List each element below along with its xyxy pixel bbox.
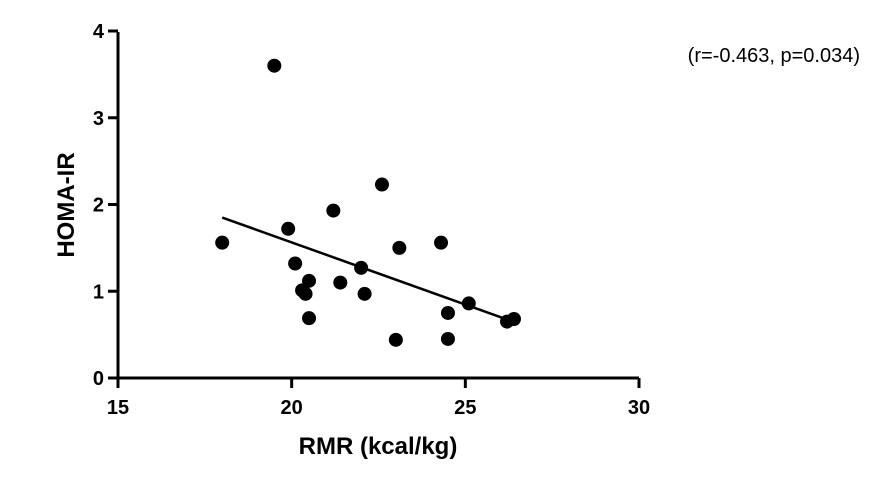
x-tick-label: 25: [454, 397, 476, 419]
x-tick-label: 15: [107, 397, 129, 419]
x-tick-label: 30: [628, 397, 650, 419]
data-point: [388, 332, 403, 347]
correlation-annotation: (r=-0.463, p=0.034): [688, 45, 860, 67]
x-tick-label: 20: [281, 397, 303, 419]
data-point: [267, 58, 282, 73]
data-points: [215, 58, 521, 347]
data-point: [281, 221, 296, 236]
data-point: [440, 331, 455, 346]
data-point: [215, 235, 230, 250]
data-point: [374, 177, 389, 192]
y-tick-label: 4: [93, 21, 105, 43]
y-tick-label: 3: [93, 108, 104, 130]
data-point: [288, 256, 303, 271]
data-point: [392, 240, 407, 255]
y-tick-label: 0: [93, 368, 104, 390]
x-axis-ticks: 15 20 25 30: [107, 378, 650, 419]
data-point: [506, 312, 521, 327]
data-point: [357, 286, 372, 301]
y-axis-ticks: 0 1 2 3 4: [93, 21, 118, 390]
y-tick-label: 2: [93, 195, 104, 217]
y-tick-label: 1: [93, 281, 104, 303]
data-point: [434, 235, 449, 250]
data-point: [354, 260, 369, 275]
data-point: [333, 275, 348, 290]
data-point: [440, 305, 455, 320]
data-point: [298, 286, 313, 301]
data-point: [461, 296, 476, 311]
data-point: [302, 273, 317, 288]
data-point: [302, 311, 317, 326]
data-point: [326, 203, 341, 218]
y-axis-title: HOMA-IR: [53, 152, 80, 257]
x-axis-title: RMR (kcal/kg): [299, 433, 458, 460]
